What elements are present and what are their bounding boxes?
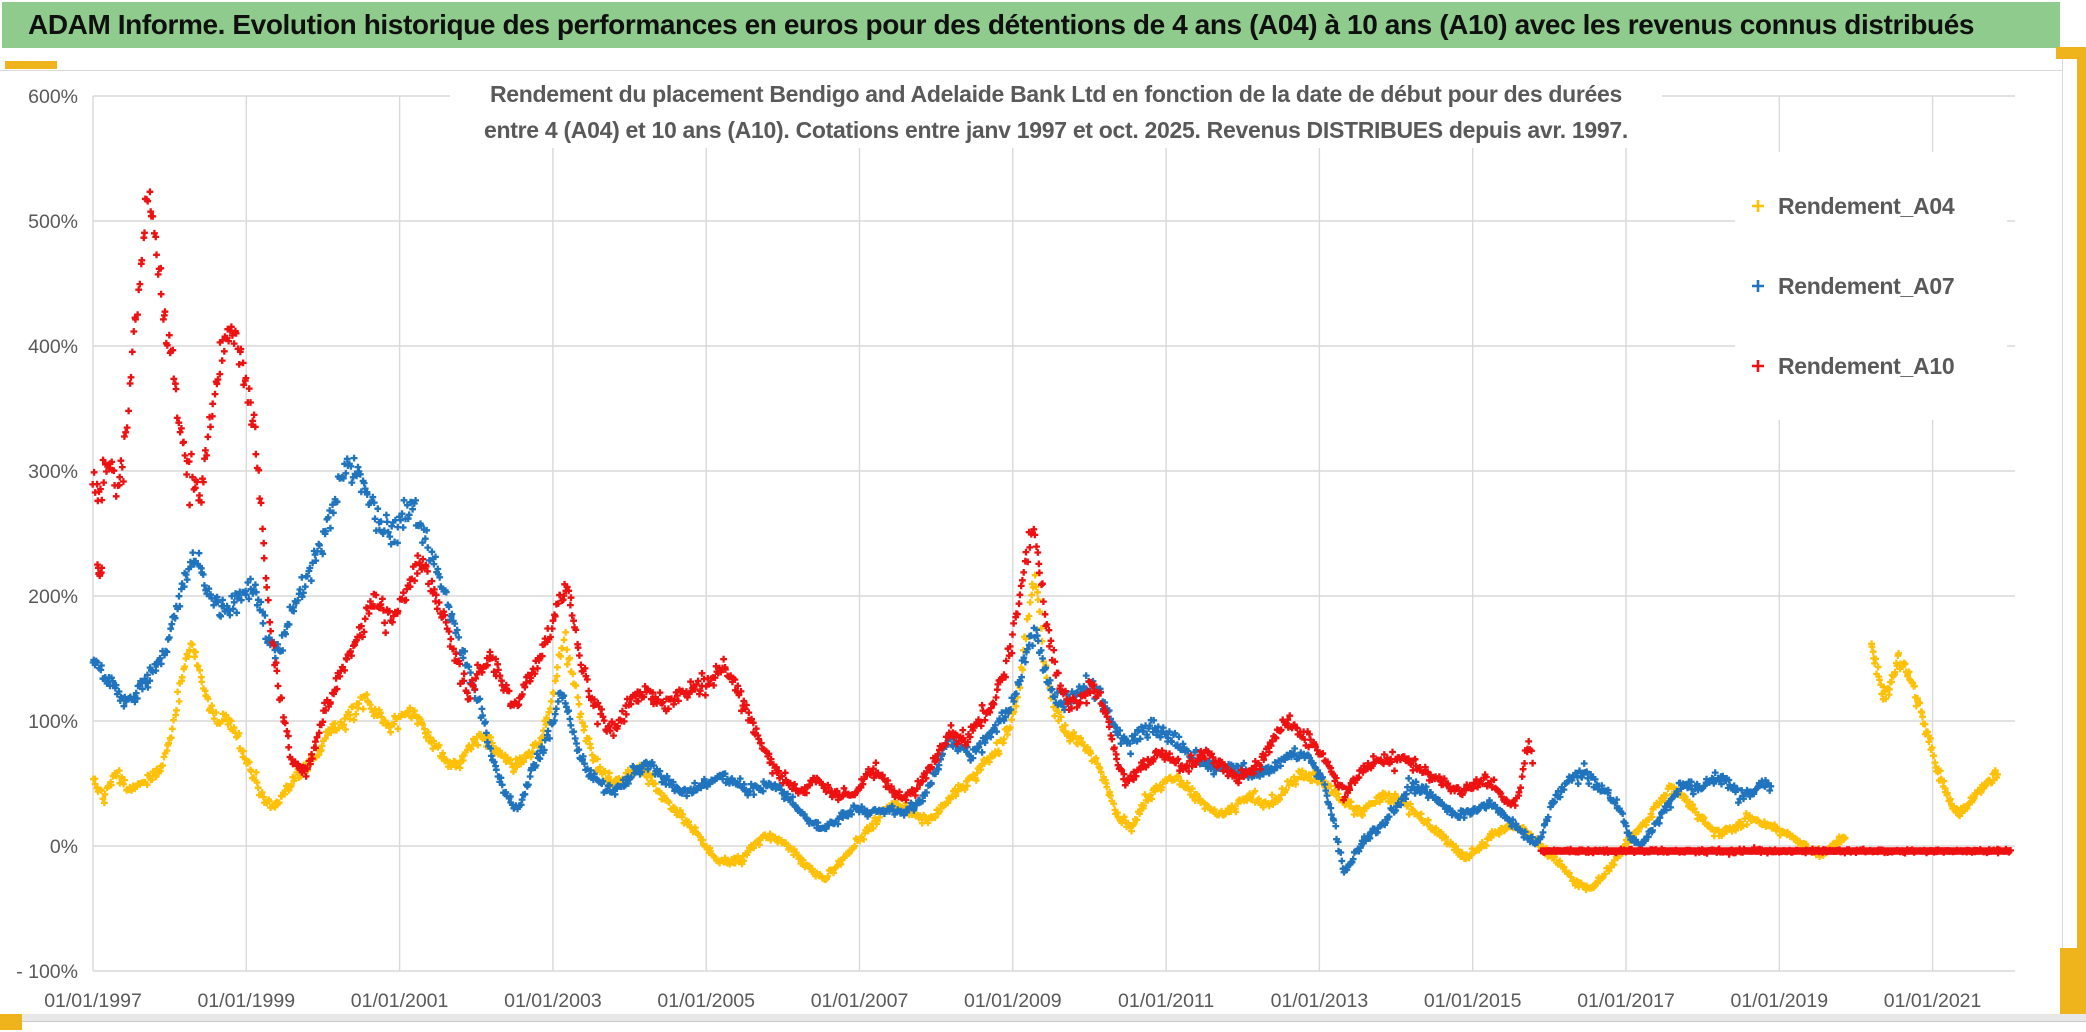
plus-marker-icon <box>1752 360 1764 372</box>
x-tick-label: 01/01/2013 <box>1271 990 1369 1012</box>
x-tick-label: 01/01/2021 <box>1884 990 1982 1012</box>
series-rendement_a04 <box>90 571 1849 894</box>
legend-item-rendement-a04: Rendement_A04 <box>1735 166 2007 246</box>
y-tick-label: 500% <box>28 211 78 233</box>
legend-item-rendement-a10: Rendement_A10 <box>1735 326 2007 406</box>
x-tick-label: 01/01/1997 <box>44 990 142 1012</box>
y-tick-label: 400% <box>28 336 78 358</box>
gold-accent-top-left <box>5 61 57 69</box>
x-tick-label: 01/01/2003 <box>504 990 602 1012</box>
legend-label: Rendement_A04 <box>1778 192 1955 219</box>
series-rendement_a07 <box>89 454 1775 876</box>
chart-title-line1: Rendement du placement Bendigo and Adela… <box>489 81 1623 107</box>
y-tick-label: 300% <box>28 461 78 483</box>
y-tick-label: 0% <box>50 836 78 858</box>
report-title: ADAM Informe. Evolution historique des p… <box>28 9 1975 40</box>
gold-accent-bottom-left <box>0 1014 22 1030</box>
x-tick-label: 01/01/1999 <box>197 990 295 1012</box>
gold-accent-top-right <box>2056 47 2086 59</box>
x-tick-label: 01/01/2005 <box>657 990 755 1012</box>
x-tick-label: 01/01/2017 <box>1577 990 1675 1012</box>
series-rendement_a10 <box>89 188 1536 809</box>
x-tick-label: 01/01/2001 <box>351 990 449 1012</box>
chart-title: Rendement du placement Bendigo and Adela… <box>450 76 1662 148</box>
legend-item-rendement-a07: Rendement_A07 <box>1735 246 2007 326</box>
chart-title-line2: entre 4 (A04) et 10 ans (A10). Cotations… <box>484 117 1628 143</box>
x-tick-label: 01/01/2019 <box>1730 990 1828 1012</box>
x-tick-label: 01/01/2009 <box>964 990 1062 1012</box>
y-tick-label: 100% <box>28 711 78 733</box>
gold-accent-bottom-right <box>2060 948 2086 1014</box>
x-tick-label: 01/01/2015 <box>1424 990 1522 1012</box>
y-tick-label: 600% <box>28 86 78 108</box>
y-tick-label: 200% <box>28 586 78 608</box>
legend-label: Rendement_A10 <box>1778 352 1955 379</box>
chart-legend: Rendement_A04 Rendement_A07 Rendement_A1… <box>1735 152 2007 420</box>
divider-top <box>0 70 2063 71</box>
plus-marker-icon <box>1752 280 1764 292</box>
legend-label: Rendement_A07 <box>1778 272 1955 299</box>
bottom-strip <box>0 1014 2086 1021</box>
gold-bar-right <box>2077 47 2086 1014</box>
x-tick-label: 01/01/2007 <box>811 990 909 1012</box>
y-tick-label: - 100% <box>16 961 78 983</box>
series-rendement_a10 <box>94 561 106 580</box>
bottom-divider <box>0 1021 2086 1022</box>
series-rendement_a10-flat-markers <box>1537 844 2014 858</box>
chart-right-border <box>2062 49 2063 1014</box>
series-rendement_a04 <box>1868 640 2001 820</box>
x-tick-label: 01/01/2011 <box>1118 990 1214 1012</box>
plus-marker-icon <box>1752 200 1764 212</box>
report-header: ADAM Informe. Evolution historique des p… <box>2 2 2060 48</box>
